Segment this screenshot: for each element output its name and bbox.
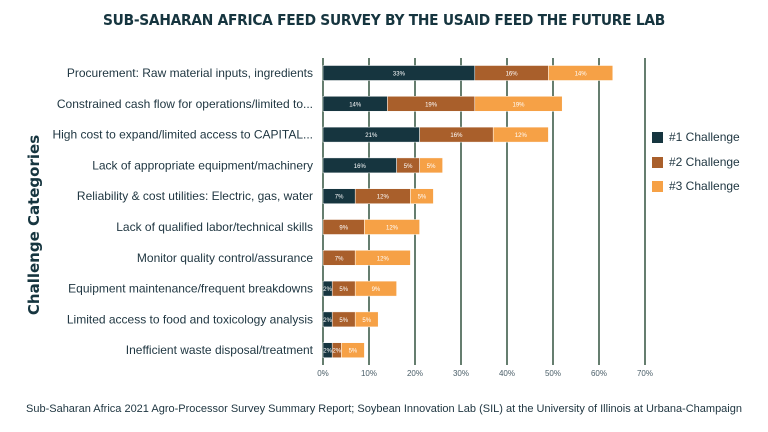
bar-segment bbox=[474, 96, 563, 112]
legend-swatch bbox=[652, 180, 663, 192]
category-label: Procurement: Raw material inputs, ingred… bbox=[67, 66, 313, 80]
category-label: Constrained cash flow for operations/lim… bbox=[57, 97, 313, 111]
legend-item-1: #1 Challenge bbox=[652, 130, 740, 144]
data-label: 5% bbox=[427, 164, 436, 170]
x-tick-label: 0% bbox=[317, 369, 329, 378]
category-label: Monitor quality control/assurance bbox=[137, 251, 313, 265]
bar-segment bbox=[410, 188, 434, 204]
data-label: 12% bbox=[377, 256, 390, 262]
legend-label: #2 Challenge bbox=[669, 155, 740, 169]
category-label: Lack of qualified labor/technical skills bbox=[116, 220, 313, 234]
data-label: 5% bbox=[339, 287, 348, 293]
x-tick-label: 40% bbox=[499, 369, 515, 378]
bar-segment bbox=[341, 342, 365, 358]
data-label: 9% bbox=[339, 226, 348, 232]
bar-segment bbox=[419, 157, 443, 174]
data-label: 14% bbox=[575, 72, 588, 78]
data-label: 16% bbox=[450, 133, 463, 139]
data-label: 12% bbox=[515, 133, 528, 139]
data-label: 7% bbox=[335, 256, 344, 262]
data-label: 21% bbox=[365, 133, 378, 139]
data-label: 12% bbox=[377, 195, 390, 201]
category-label: Reliability & cost utilities: Electric, … bbox=[77, 189, 313, 203]
chart-title: SUB-SAHARAN AFRICA FEED SURVEY BY THE US… bbox=[102, 11, 666, 29]
data-label: 5% bbox=[418, 195, 427, 201]
category-label: Equipment maintenance/frequent breakdown… bbox=[68, 282, 313, 296]
x-tick-label: 50% bbox=[545, 369, 561, 378]
data-label: 5% bbox=[349, 349, 358, 355]
legend-item-2: #2 Challenge bbox=[652, 155, 740, 169]
data-label: 14% bbox=[349, 102, 362, 108]
category-label: Inefficient waste disposal/treatment bbox=[126, 343, 314, 357]
data-label: 5% bbox=[339, 318, 348, 324]
data-label: 5% bbox=[404, 164, 413, 170]
x-tick-label: 10% bbox=[361, 369, 377, 378]
data-label: 9% bbox=[372, 287, 381, 293]
data-label: 33% bbox=[393, 72, 406, 78]
data-label: 19% bbox=[425, 102, 438, 108]
category-label: High cost to expand/limited access to CA… bbox=[52, 128, 313, 142]
legend-item-3: #3 Challenge bbox=[652, 179, 740, 193]
legend-swatch bbox=[652, 131, 663, 143]
x-tick-label: 60% bbox=[591, 369, 607, 378]
data-label: 19% bbox=[512, 102, 525, 108]
bar-segment bbox=[354, 250, 411, 266]
data-label: 12% bbox=[386, 226, 399, 232]
bar-segment bbox=[548, 65, 614, 81]
legend-label: #1 Challenge bbox=[669, 130, 740, 144]
source-footer: Sub-Saharan Africa 2021 Agro-Processor S… bbox=[26, 403, 742, 415]
bar-segment bbox=[364, 219, 420, 235]
legend-label: #3 Challenge bbox=[669, 179, 740, 193]
bar-segment bbox=[354, 280, 397, 297]
legend-swatch bbox=[652, 156, 663, 168]
data-label: 2% bbox=[323, 349, 332, 355]
data-label: 7% bbox=[335, 195, 344, 201]
category-label: Lack of appropriate equipment/machinery bbox=[92, 158, 313, 172]
data-label: 16% bbox=[506, 72, 519, 78]
data-label: 2% bbox=[323, 287, 332, 293]
bar-segment bbox=[354, 311, 379, 328]
data-label: 2% bbox=[332, 349, 341, 355]
bar-segment bbox=[492, 126, 549, 143]
x-tick-label: 70% bbox=[637, 369, 653, 378]
data-label: 16% bbox=[354, 164, 367, 170]
x-tick-label: 20% bbox=[407, 369, 423, 378]
x-tick-label: 30% bbox=[453, 369, 469, 378]
data-label: 2% bbox=[323, 318, 332, 324]
data-label: 5% bbox=[362, 318, 371, 324]
category-label: Limited access to food and toxicology an… bbox=[67, 312, 313, 326]
